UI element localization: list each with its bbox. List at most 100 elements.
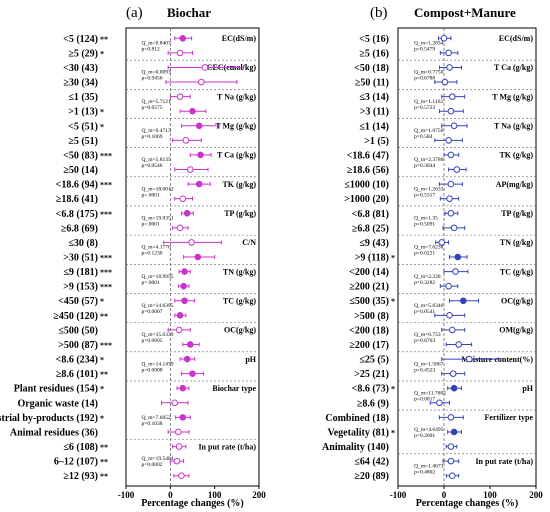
- row-label: ≥5 (16): [359, 48, 389, 59]
- group-name: T Na (g/kg): [217, 92, 256, 101]
- group-name: T Mg (g/kg): [215, 121, 256, 130]
- p-value: p=0.0005: [142, 338, 163, 344]
- row-label: ≥200 (17): [349, 340, 389, 351]
- effect-point: [186, 166, 194, 173]
- significance-stars: *: [100, 356, 104, 365]
- effect-point: [179, 414, 187, 421]
- row-label: ≤64 (42): [354, 457, 389, 468]
- group-name: T Na (g/kg): [494, 121, 533, 130]
- effect-point: [453, 166, 461, 173]
- x-tick-label: 200: [529, 490, 543, 500]
- panel-title: Biochar: [167, 5, 211, 20]
- q-statistic: Q_m=4.1776: [142, 245, 171, 251]
- q-statistic: Q_m=14.1479: [142, 361, 174, 367]
- row-label: <30 (43): [63, 63, 98, 74]
- group-name: EC(dS/m): [499, 34, 534, 43]
- x-axis-label: Percentage changes (%): [416, 498, 519, 509]
- effect-point: [450, 384, 458, 392]
- effect-point: [446, 64, 453, 71]
- effect-point: [466, 355, 473, 363]
- effect-point: [449, 370, 457, 377]
- significance-stars: **: [100, 443, 108, 452]
- effect-point: [455, 341, 463, 348]
- effect-point: [183, 355, 191, 363]
- q-statistic: Q_m=14.6395: [142, 303, 174, 309]
- group-name: TP (g/kg): [501, 209, 533, 218]
- row-label: <450 (57): [58, 296, 98, 307]
- effect-point: [176, 93, 184, 100]
- effect-point: [198, 78, 205, 86]
- row-label: <5 (16): [359, 34, 389, 45]
- x-tick-label: 0: [442, 490, 447, 500]
- p-value: p=0.5091: [414, 222, 435, 228]
- significance-stars: ***: [100, 283, 112, 292]
- effect-point: [175, 428, 182, 436]
- q-statistic: Q_m=7.6238: [414, 245, 443, 251]
- effect-point: [450, 224, 458, 232]
- group-name: TC (g/kg): [500, 267, 533, 276]
- plot-frame: [397, 27, 537, 487]
- x-tick-label: 200: [252, 490, 266, 500]
- row-label: Combined (18): [325, 413, 389, 424]
- p-value: p=.0001: [142, 192, 160, 198]
- q-statistic: Q_m=5.7121: [142, 99, 171, 105]
- row-label: ≤500 (35): [349, 296, 389, 307]
- effect-point: [175, 443, 183, 450]
- q-statistic: Q_m=0.4713: [142, 128, 171, 134]
- effect-point: [179, 195, 187, 202]
- plot-frame: [125, 27, 260, 487]
- row-label: ≤9 (43): [359, 238, 389, 249]
- effect-point: [194, 253, 202, 261]
- p-value: p=0.3282: [414, 280, 435, 286]
- p-value: p=0.1038: [142, 421, 163, 427]
- row-label: >1 (5): [364, 136, 389, 147]
- significance-stars: *: [100, 49, 104, 58]
- effect-point: [178, 472, 185, 480]
- effect-point: [183, 209, 191, 217]
- p-value: p=0.3044: [414, 163, 435, 169]
- q-statistic: Q_m=0.753: [414, 332, 441, 338]
- effect-point: [180, 282, 187, 290]
- significance-stars: **: [100, 472, 108, 481]
- row-label: <8.6 (73): [352, 384, 389, 395]
- p-value: p=0.1230: [142, 251, 163, 257]
- row-label: <6.8 (175): [56, 209, 98, 220]
- effect-point: [450, 122, 458, 130]
- group-name: In put rate (t/ha): [198, 442, 256, 451]
- effect-point: [181, 297, 188, 305]
- effect-point: [448, 472, 456, 480]
- p-value: p=0.6788: [414, 76, 435, 82]
- group-name: TK (g/kg): [499, 151, 533, 160]
- row-label: >25 (21): [354, 369, 389, 380]
- row-label: >9 (118): [355, 253, 389, 264]
- row-label: ≥8.6 (101): [56, 369, 98, 380]
- q-statistic: Q_m=18.0012: [142, 186, 174, 192]
- group-name: OC(g/kg): [501, 296, 533, 305]
- group-name: TC (g/kg): [223, 296, 256, 305]
- row-label: Industrial by-products (192): [0, 413, 98, 424]
- q-statistic: Q_m=5.8135: [142, 157, 171, 163]
- row-label: >1 (13): [68, 107, 98, 118]
- effect-point: [441, 78, 449, 86]
- effect-point: [201, 64, 209, 71]
- significance-stars: ***: [100, 210, 112, 219]
- row-label: ≥5 (29): [68, 48, 98, 59]
- q-statistic: Q_m=2.3786: [414, 157, 443, 163]
- significance-stars: *: [391, 428, 395, 437]
- effect-point: [189, 370, 196, 377]
- q-statistic: Q_m=19.5484: [142, 456, 174, 462]
- p-value: p=0.4523: [414, 367, 435, 373]
- row-label: ≥6.8 (25): [352, 223, 389, 234]
- group-name: T Ca (g/kg): [494, 63, 533, 72]
- group-name: pH: [245, 355, 256, 364]
- effect-point: [447, 443, 455, 450]
- significance-stars: ***: [100, 151, 112, 160]
- group-name: Fertilizer type: [485, 413, 534, 422]
- significance-stars: **: [100, 312, 108, 321]
- effect-point: [189, 107, 196, 115]
- effect-point: [197, 151, 204, 159]
- q-statistic: Q_m=2.228: [414, 274, 441, 280]
- row-label: ≤500 (50): [58, 325, 98, 336]
- row-label: Animal residues (36): [10, 427, 98, 438]
